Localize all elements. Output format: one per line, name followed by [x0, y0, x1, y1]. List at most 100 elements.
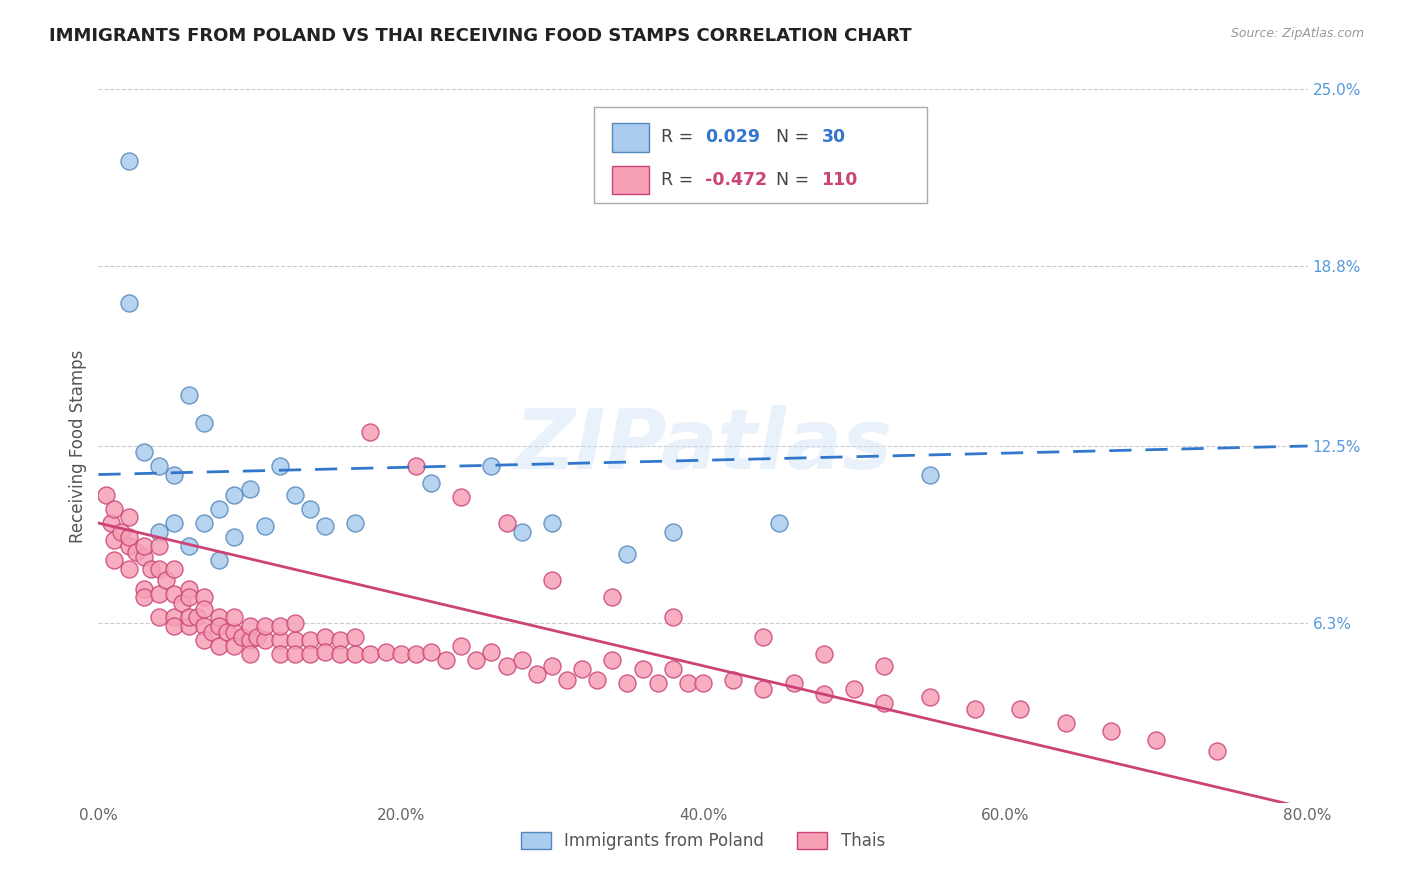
Text: R =: R =: [661, 128, 699, 146]
Point: [844, 681, 866, 696]
Point: [269, 633, 291, 648]
Point: [179, 387, 201, 401]
Point: [420, 476, 443, 491]
Point: [163, 619, 186, 633]
Point: [253, 519, 276, 533]
Point: [647, 676, 669, 690]
Point: [510, 524, 533, 539]
Point: [450, 639, 472, 653]
Point: [344, 648, 367, 662]
Point: [1054, 715, 1077, 730]
FancyBboxPatch shape: [613, 123, 648, 152]
Point: [571, 662, 593, 676]
Point: [284, 633, 307, 648]
Point: [224, 530, 246, 544]
Point: [179, 619, 201, 633]
Point: [465, 653, 488, 667]
Point: [141, 562, 163, 576]
Point: [284, 648, 307, 662]
Point: [873, 658, 896, 673]
Point: [873, 696, 896, 710]
Point: [148, 539, 170, 553]
Point: [602, 653, 624, 667]
Point: [163, 516, 186, 530]
Point: [360, 648, 382, 662]
Point: [163, 562, 186, 576]
Point: [495, 658, 517, 673]
Point: [540, 516, 562, 530]
Text: Source: ZipAtlas.com: Source: ZipAtlas.com: [1230, 27, 1364, 40]
Point: [481, 644, 503, 658]
Point: [118, 530, 141, 544]
Point: [253, 633, 276, 648]
Point: [155, 573, 177, 587]
Point: [1144, 733, 1167, 747]
Point: [103, 501, 125, 516]
Point: [692, 676, 714, 690]
Point: [299, 501, 322, 516]
Point: [965, 701, 987, 715]
Point: [239, 482, 262, 496]
Point: [676, 676, 699, 690]
Text: R =: R =: [661, 171, 699, 189]
Text: 110: 110: [821, 171, 858, 189]
Point: [540, 573, 562, 587]
Point: [148, 610, 170, 624]
Point: [602, 591, 624, 605]
Point: [193, 601, 215, 615]
Point: [269, 458, 291, 473]
Point: [526, 667, 548, 681]
Y-axis label: Receiving Food Stamps: Receiving Food Stamps: [69, 350, 87, 542]
Point: [231, 630, 253, 644]
Point: [193, 416, 215, 430]
Point: [329, 633, 352, 648]
Point: [148, 524, 170, 539]
Point: [208, 619, 231, 633]
Point: [208, 639, 231, 653]
Point: [239, 633, 262, 648]
Point: [434, 653, 457, 667]
Point: [246, 630, 269, 644]
Point: [752, 630, 775, 644]
Point: [118, 296, 141, 310]
Point: [314, 519, 336, 533]
Point: [661, 524, 683, 539]
Point: [586, 673, 609, 687]
Point: [132, 591, 155, 605]
Point: [299, 648, 322, 662]
Point: [163, 610, 186, 624]
Point: [918, 467, 941, 482]
Point: [344, 516, 367, 530]
Point: [616, 548, 638, 562]
Point: [224, 487, 246, 501]
Point: [723, 673, 745, 687]
Point: [170, 596, 193, 610]
Point: [768, 516, 790, 530]
Point: [239, 648, 262, 662]
Point: [269, 619, 291, 633]
Point: [813, 687, 835, 701]
Point: [201, 624, 224, 639]
Point: [631, 662, 654, 676]
Point: [540, 658, 562, 673]
Point: [224, 639, 246, 653]
Point: [132, 444, 155, 458]
Point: [94, 487, 117, 501]
Point: [344, 630, 367, 644]
Point: [269, 648, 291, 662]
Point: [186, 610, 208, 624]
Point: [329, 648, 352, 662]
Legend: Immigrants from Poland, Thais: Immigrants from Poland, Thais: [513, 824, 893, 859]
Point: [481, 458, 503, 473]
Point: [118, 562, 141, 576]
Point: [616, 676, 638, 690]
Point: [555, 673, 578, 687]
Point: [239, 619, 262, 633]
Point: [314, 630, 336, 644]
Point: [103, 533, 125, 548]
Point: [208, 610, 231, 624]
Point: [360, 425, 382, 439]
Point: [215, 624, 238, 639]
Point: [179, 591, 201, 605]
Point: [510, 653, 533, 667]
